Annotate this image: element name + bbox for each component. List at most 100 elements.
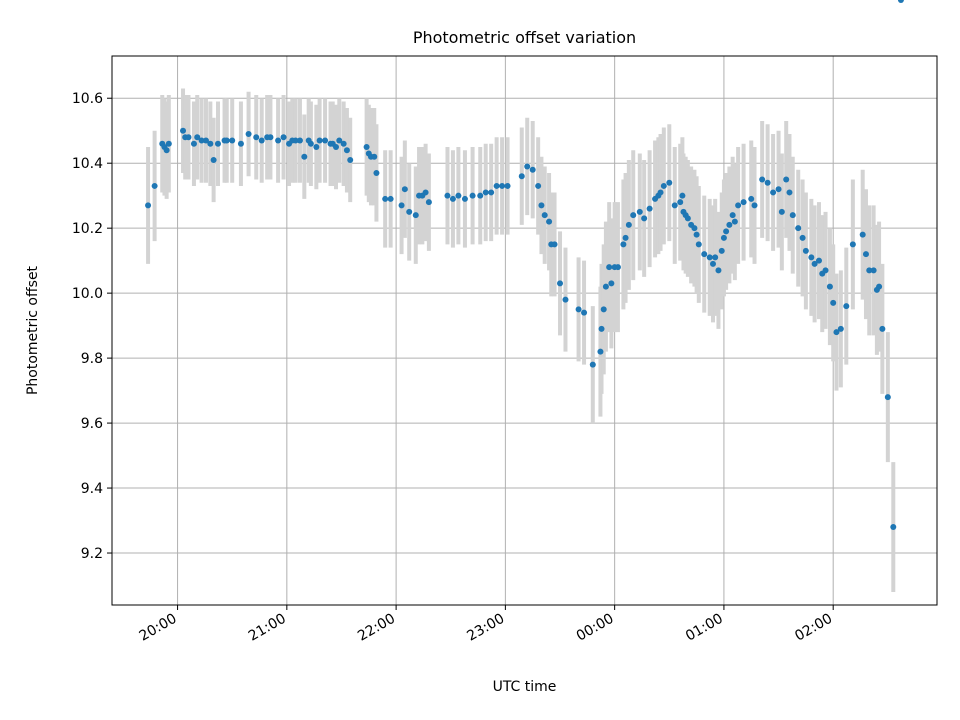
data-point	[598, 325, 605, 332]
data-point	[671, 202, 678, 209]
data-point	[843, 303, 850, 310]
data-point	[190, 140, 197, 147]
data-point	[398, 202, 405, 209]
data-point	[897, 0, 904, 3]
data-point	[614, 264, 621, 271]
data-point	[371, 153, 378, 160]
data-point	[666, 179, 673, 186]
data-point	[731, 218, 738, 225]
data-point	[245, 130, 252, 137]
data-point	[789, 212, 796, 219]
data-point	[322, 137, 329, 144]
data-point	[165, 140, 172, 147]
y-tick-label: 9.2	[81, 546, 103, 562]
data-point	[296, 137, 303, 144]
data-point	[833, 329, 840, 336]
data-point	[859, 231, 866, 238]
y-axis-label: Photometric offset	[25, 265, 41, 395]
data-point	[597, 348, 604, 355]
data-point	[695, 241, 702, 248]
data-point	[145, 202, 152, 209]
data-point	[425, 199, 432, 206]
data-point	[630, 212, 637, 219]
data-point	[449, 195, 456, 202]
data-point	[180, 127, 187, 134]
data-point	[808, 254, 815, 261]
data-point	[482, 189, 489, 196]
data-point	[581, 309, 588, 316]
data-point	[275, 137, 282, 144]
data-point	[347, 156, 354, 163]
data-point	[493, 182, 500, 189]
data-point	[786, 189, 793, 196]
data-point	[660, 182, 667, 189]
data-point	[778, 208, 785, 215]
data-point	[701, 251, 708, 258]
y-tick-label: 10.4	[72, 156, 103, 172]
data-point	[301, 153, 308, 160]
data-point	[879, 325, 886, 332]
data-point	[602, 283, 609, 290]
data-point	[198, 137, 205, 144]
data-point	[884, 394, 891, 401]
data-point	[866, 267, 873, 274]
x-axis-label: UTC time	[493, 679, 557, 695]
data-point	[504, 182, 511, 189]
data-point	[706, 254, 713, 261]
data-point	[720, 234, 727, 241]
data-point	[799, 234, 806, 241]
data-point	[740, 199, 747, 206]
data-point	[461, 195, 468, 202]
data-point	[830, 299, 837, 306]
data-point	[151, 182, 158, 189]
data-point	[401, 186, 408, 193]
data-point	[890, 524, 897, 531]
data-point	[802, 247, 809, 254]
data-point	[575, 306, 582, 313]
data-point	[723, 228, 730, 235]
y-tick-label: 10.0	[72, 286, 103, 302]
data-point	[718, 247, 725, 254]
data-point	[382, 195, 389, 202]
data-point	[253, 134, 260, 141]
data-point	[214, 140, 221, 147]
data-point	[406, 208, 413, 215]
data-point	[783, 176, 790, 183]
data-point	[202, 137, 209, 144]
data-point	[735, 202, 742, 209]
data-point	[849, 241, 856, 248]
data-point	[693, 231, 700, 238]
data-point	[759, 176, 766, 183]
y-tick-label: 9.4	[81, 481, 103, 497]
data-point	[292, 137, 299, 144]
data-point	[488, 189, 495, 196]
data-point	[340, 140, 347, 147]
data-point	[679, 192, 686, 199]
data-point	[764, 179, 771, 186]
data-point	[343, 147, 350, 154]
data-point	[625, 221, 632, 228]
data-point	[444, 192, 451, 199]
data-point	[223, 137, 230, 144]
data-point	[207, 140, 214, 147]
data-point	[316, 137, 323, 144]
data-point	[684, 215, 691, 222]
data-point	[469, 192, 476, 199]
data-point	[870, 267, 877, 274]
y-tick-label: 10.2	[72, 221, 103, 237]
data-point	[313, 143, 320, 150]
data-point	[726, 221, 733, 228]
data-point	[691, 225, 698, 232]
data-point	[210, 156, 217, 163]
data-point	[751, 202, 758, 209]
data-point	[636, 208, 643, 215]
data-point	[267, 134, 274, 141]
data-point	[862, 251, 869, 258]
data-point	[811, 260, 818, 267]
data-point	[373, 169, 380, 176]
y-tick-label: 9.8	[81, 351, 103, 367]
data-point	[307, 140, 314, 147]
data-point	[477, 192, 484, 199]
data-point	[336, 137, 343, 144]
